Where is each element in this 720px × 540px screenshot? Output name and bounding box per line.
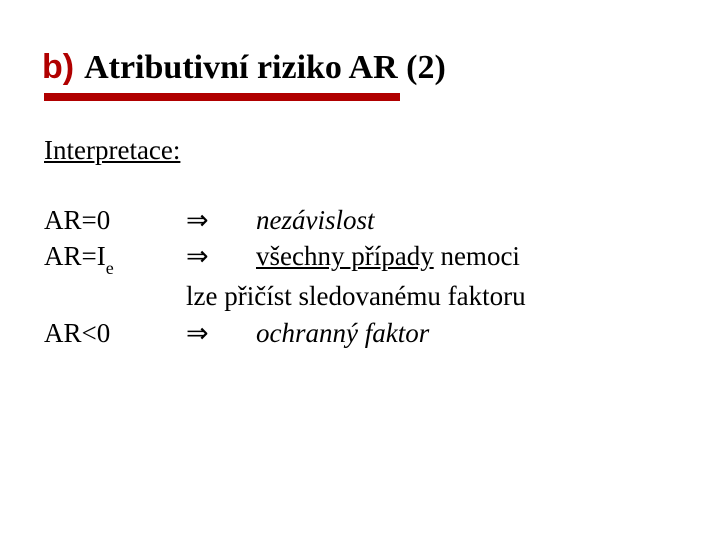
description-continuation: lze přičíst sledovanému faktoru (44, 278, 678, 314)
interpretation-list: AR=0 ⇒ nezávislost AR=Ie ⇒ všechny přípa… (44, 202, 678, 351)
list-item: AR=Ie ⇒ všechny případy nemoci lze přičí… (44, 238, 678, 314)
desc-after: nemoci (434, 241, 520, 271)
condition-prefix: AR=I (44, 241, 106, 271)
list-item: AR=0 ⇒ nezávislost (44, 202, 678, 238)
condition: AR<0 (44, 315, 186, 351)
title-row: b) Atributivní riziko AR (2) (42, 48, 678, 87)
description: ochranný faktor (256, 315, 678, 351)
list-item: AR<0 ⇒ ochranný faktor (44, 315, 678, 351)
condition: AR=Ie (44, 238, 186, 278)
title-marker: b) (42, 48, 74, 87)
desc-underlined: všechny případy (256, 241, 434, 271)
implies-icon: ⇒ (186, 238, 256, 274)
implies-icon: ⇒ (186, 202, 256, 238)
title-underline (44, 93, 400, 101)
subtitle: Interpretace: (44, 135, 678, 166)
description: všechny případy nemoci (256, 238, 678, 274)
implies-icon: ⇒ (186, 315, 256, 351)
condition-subscript: e (106, 258, 114, 278)
title-text: Atributivní riziko AR (2) (84, 49, 446, 87)
description: nezávislost (256, 202, 678, 238)
condition: AR=0 (44, 202, 186, 238)
slide: b) Atributivní riziko AR (2) Interpretac… (0, 0, 720, 371)
